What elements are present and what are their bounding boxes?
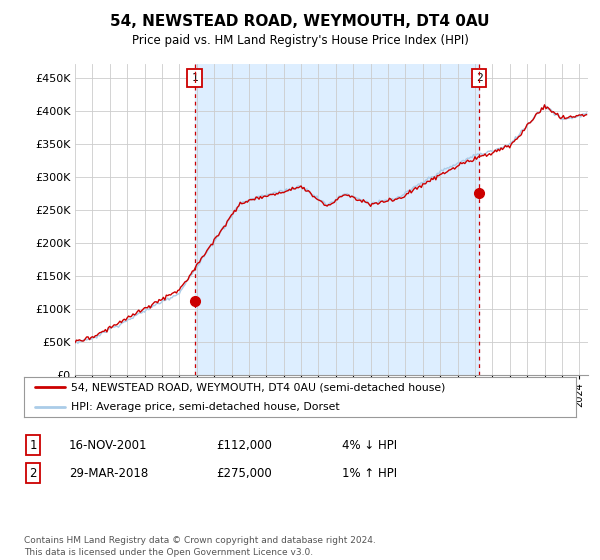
Text: 4% ↓ HPI: 4% ↓ HPI xyxy=(342,438,397,452)
Text: 54, NEWSTEAD ROAD, WEYMOUTH, DT4 0AU: 54, NEWSTEAD ROAD, WEYMOUTH, DT4 0AU xyxy=(110,14,490,29)
Bar xyxy=(194,64,479,375)
Text: 2: 2 xyxy=(29,466,37,480)
Text: £275,000: £275,000 xyxy=(216,466,272,480)
Text: Price paid vs. HM Land Registry's House Price Index (HPI): Price paid vs. HM Land Registry's House … xyxy=(131,34,469,46)
Text: HPI: Average price, semi-detached house, Dorset: HPI: Average price, semi-detached house,… xyxy=(71,402,340,412)
Text: 2: 2 xyxy=(476,73,482,83)
Text: 29-MAR-2018: 29-MAR-2018 xyxy=(69,466,148,480)
Text: 1% ↑ HPI: 1% ↑ HPI xyxy=(342,466,397,480)
Text: 16-NOV-2001: 16-NOV-2001 xyxy=(69,438,148,452)
Text: Contains HM Land Registry data © Crown copyright and database right 2024.
This d: Contains HM Land Registry data © Crown c… xyxy=(24,536,376,557)
Text: 1: 1 xyxy=(191,73,198,83)
Text: 1: 1 xyxy=(29,438,37,452)
Text: 54, NEWSTEAD ROAD, WEYMOUTH, DT4 0AU (semi-detached house): 54, NEWSTEAD ROAD, WEYMOUTH, DT4 0AU (se… xyxy=(71,382,445,393)
Text: £112,000: £112,000 xyxy=(216,438,272,452)
